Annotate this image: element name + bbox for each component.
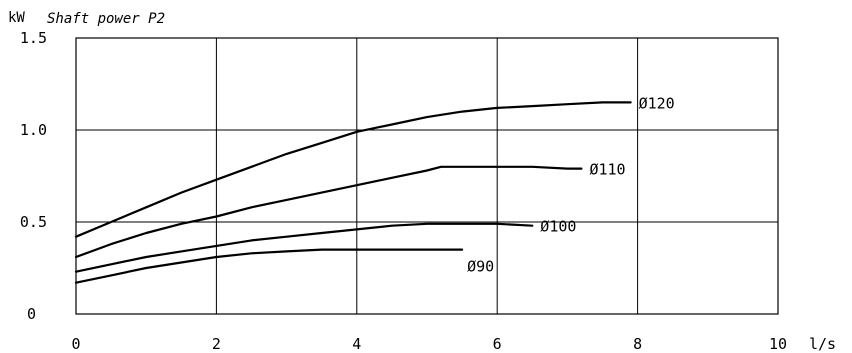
y-tick-label: 1.5 [20,29,47,47]
x-tick-label: 2 [212,335,221,353]
y-axis-unit-label: kW [8,10,25,26]
y-tick-label: 0 [27,305,36,323]
series-line [74,101,632,238]
x-tick-label: 8 [633,335,642,353]
y-tick-label: 1.0 [20,121,47,139]
chart-title: Shaft power P2 [47,11,165,27]
series-line [74,222,534,273]
x-tick-label: 4 [352,335,361,353]
x-axis-unit-label: l/s [809,335,836,353]
y-tick-label: 0.5 [20,213,47,231]
series-label: Ø90 [467,258,494,276]
y-tick-labels: 0 0.5 1.0 1.5 [20,29,47,323]
x-tick-label: 10 [769,335,787,353]
series-label: Ø110 [589,161,625,179]
curves [74,101,632,284]
series-line [74,248,464,284]
series-labels: Ø120 Ø110 Ø100 Ø90 [467,94,675,275]
grid-lines [76,38,778,314]
plot-frame [75,37,779,315]
series-line [74,165,583,259]
series-label: Ø120 [639,94,675,112]
x-tick-label: 0 [71,335,80,353]
x-tick-label: 6 [493,335,502,353]
x-tick-labels: 0 2 4 6 8 10 [71,335,787,353]
series-label: Ø100 [540,218,576,236]
